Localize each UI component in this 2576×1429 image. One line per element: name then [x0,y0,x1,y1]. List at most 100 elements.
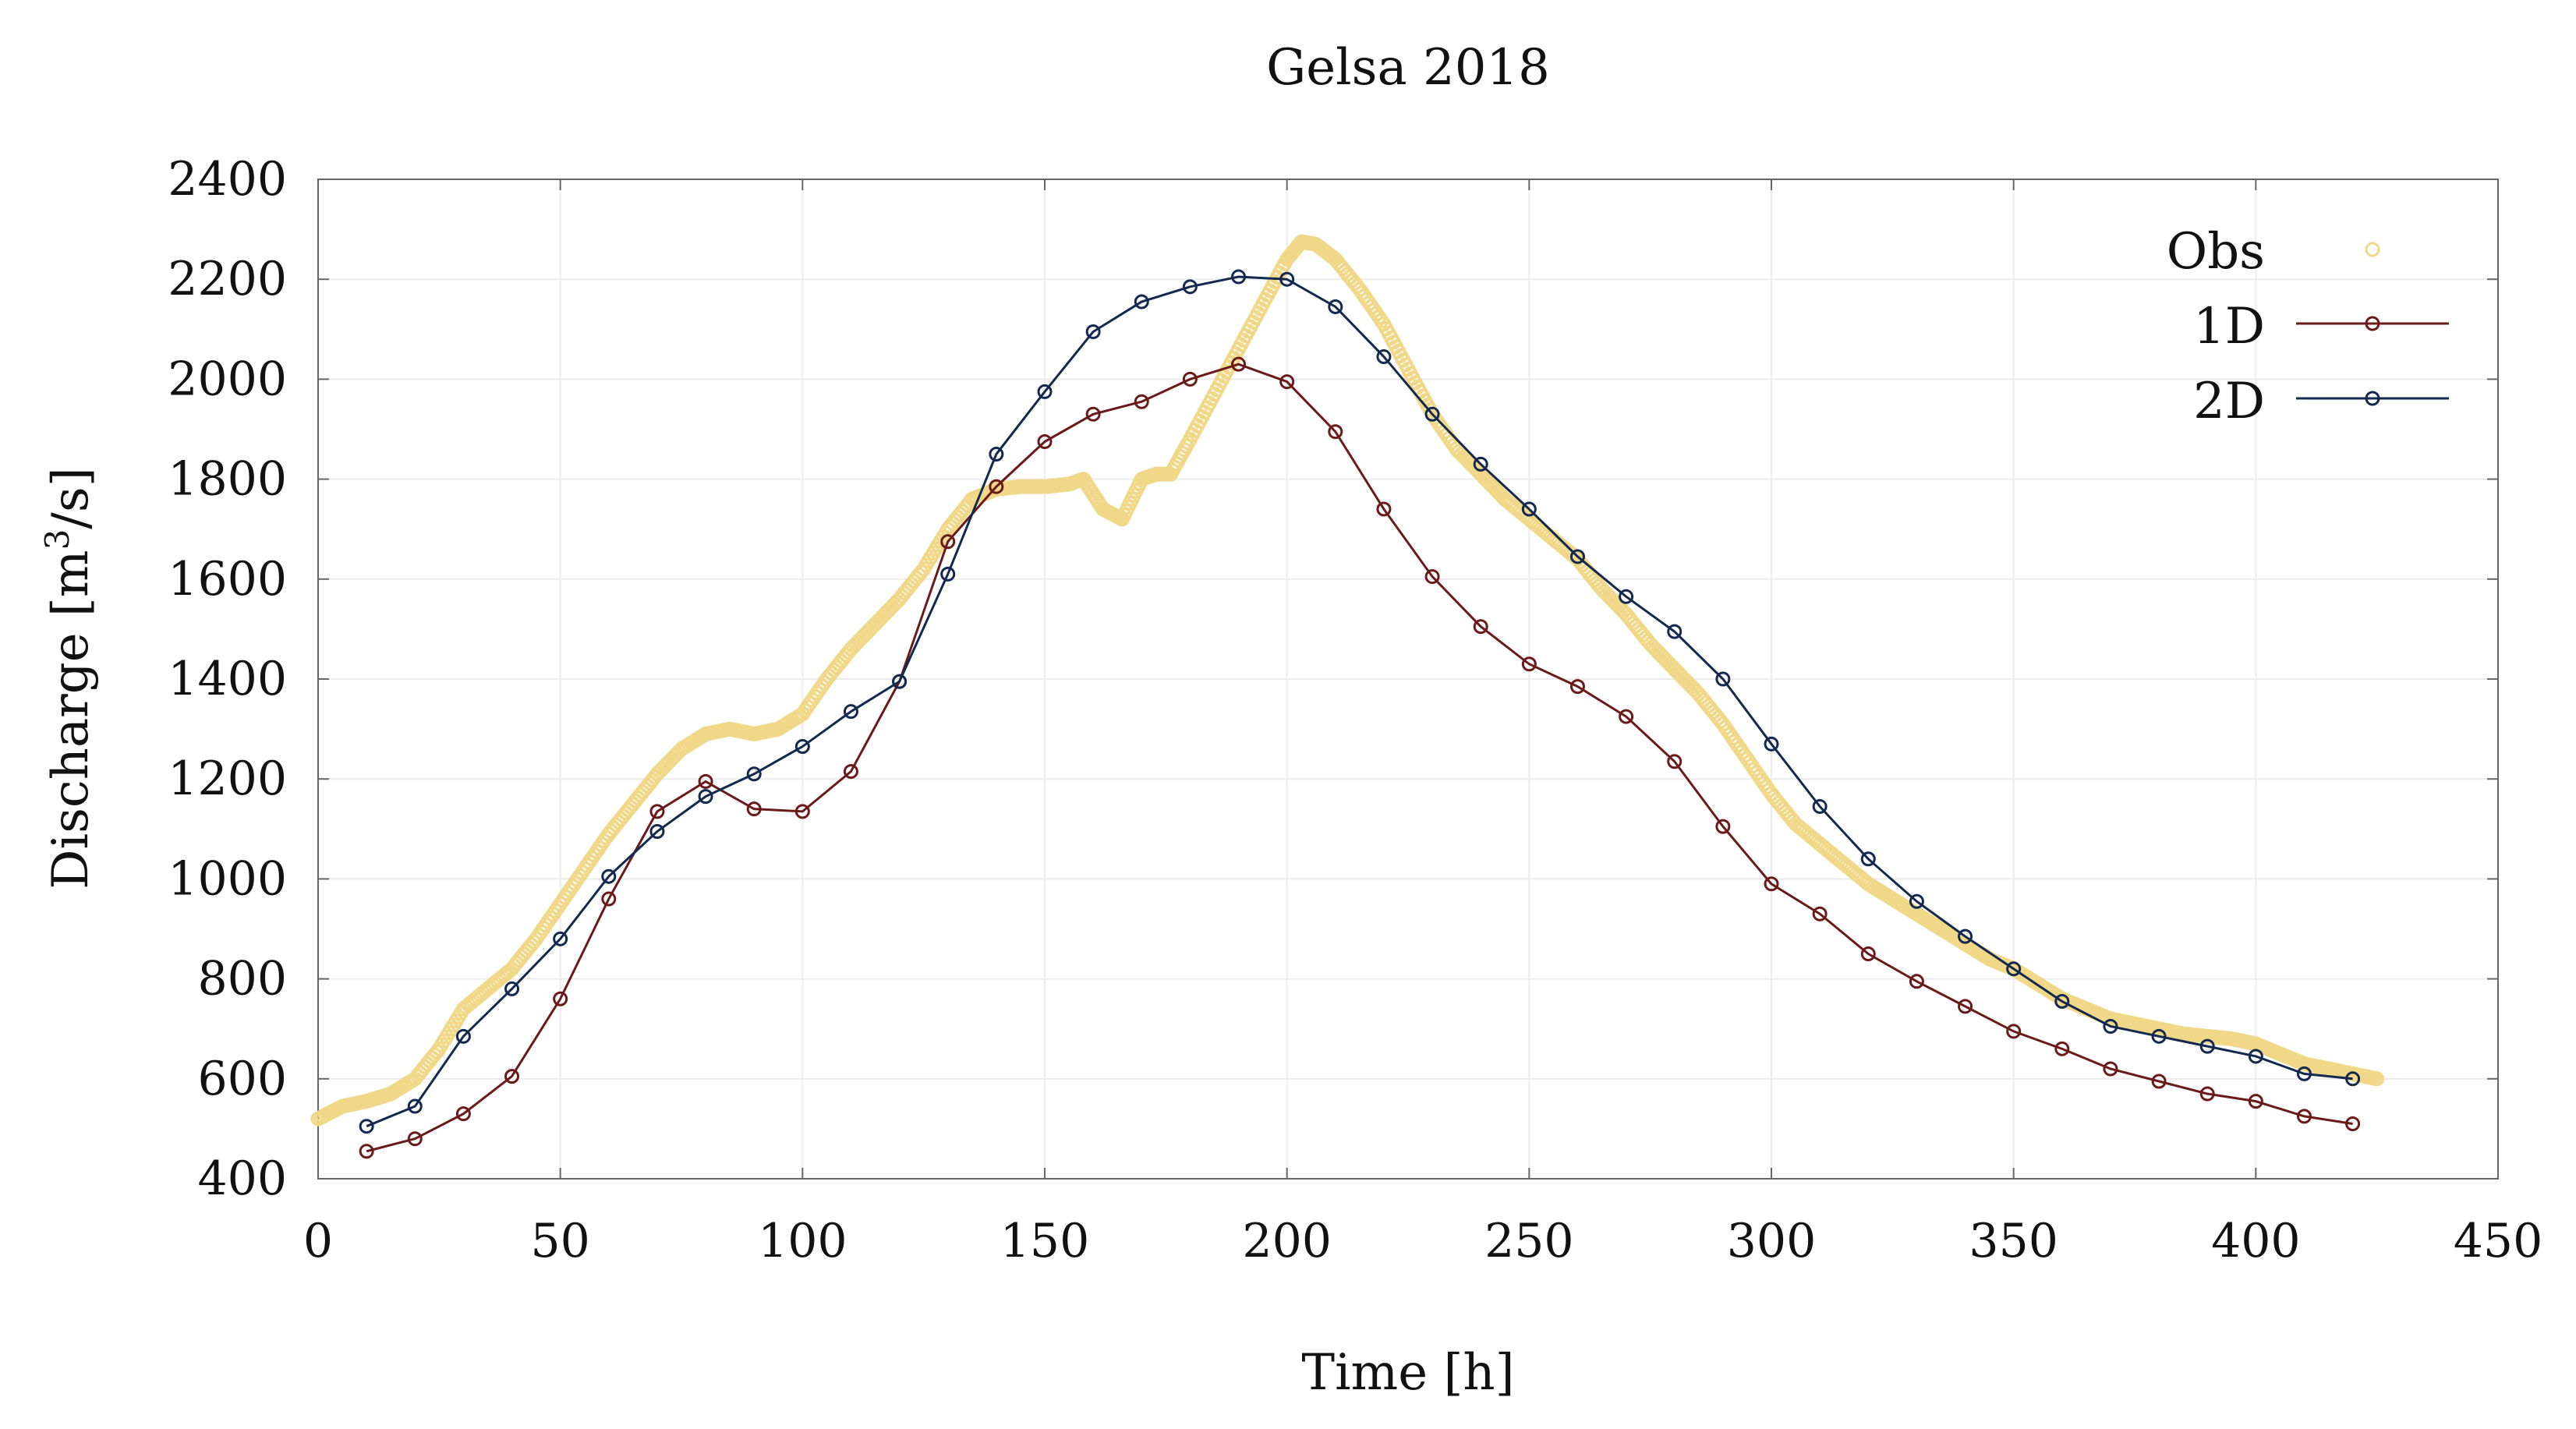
point-1d [1473,619,1488,635]
point-1d [1667,754,1683,769]
point-2d [794,739,810,755]
point-1d [2006,1024,2022,1039]
point-1d [455,1106,471,1122]
point-2d [2248,1049,2263,1064]
y-tick-label: 2400 [168,152,287,207]
point-2d [1231,269,1247,285]
point-1d [843,764,858,780]
y-tick-label: 1200 [168,752,287,806]
point-2d [553,931,568,946]
point-2d [2054,993,2070,1009]
point-1d [1958,999,1973,1014]
point-1d [504,1069,520,1084]
point-1d [1085,406,1101,422]
y-tick-label: 1600 [168,552,287,607]
point-1d [1182,371,1198,387]
point-2d [1715,671,1731,687]
point-1d [553,991,568,1006]
legend-label-2d: 2D [2193,373,2265,430]
point-1d [601,891,617,907]
point-2d [359,1119,374,1134]
point-2d [2345,1071,2361,1087]
series-line-1d [366,363,2353,1153]
point-2d [1182,279,1198,295]
point-1d [1328,424,1343,440]
point-1d [1619,709,1634,724]
point-1d [1521,656,1537,672]
series-layer [310,234,2385,1159]
point-2d [746,766,762,782]
point-2d [989,447,1004,462]
y-tick-label: 600 [197,1052,287,1106]
point-2d [1085,324,1101,340]
point-2d [843,704,858,720]
y-tick-label: 2200 [168,252,287,306]
point-1d [1909,974,1924,989]
x-axis-label: Time [h] [1301,1344,1514,1402]
point-2d [1667,624,1683,639]
axis-ticks: 0 50 100 150 200 250 300 350 400 450 400 600 800 1000… [168,152,2542,1268]
point-2d [455,1028,471,1044]
point-1d [1715,819,1731,834]
point-1d [2345,1116,2361,1131]
point-2d [649,824,665,840]
point-1d [359,1144,374,1159]
point-1d [1860,946,1876,962]
point-1d [698,773,713,789]
point-2d [1328,299,1343,314]
point-2d [1521,501,1537,517]
point-2d [1569,549,1585,564]
point-2d [1279,271,1295,287]
point-2d [1473,456,1488,472]
y-tick-label: 1400 [168,652,287,706]
legend: Obs 1D 2D [2167,223,2449,430]
point-2d [1764,736,1779,752]
x-tick-label: 200 [1242,1214,1332,1268]
legend-label-1d: 1D [2193,298,2265,355]
chart-title: Gelsa 2018 [1266,39,1550,97]
legend-marker-1d [2365,316,2380,331]
point-2d [698,789,713,805]
x-tick-label: 300 [1727,1214,1817,1268]
point-1d [1424,569,1440,585]
point-1d [1231,356,1247,372]
y-tick-label: 800 [197,952,287,1006]
x-tick-label: 150 [1000,1214,1090,1268]
point-1d [1764,876,1779,892]
point-2d [1376,349,1392,365]
y-tick-label: 2000 [168,352,287,406]
x-tick-label: 100 [758,1214,847,1268]
series-2d [359,269,2361,1134]
point-1d [989,479,1004,494]
y-axis-label-prefix: Discharge [m [42,550,100,889]
point-2d [940,566,956,582]
point-1d [2248,1094,2263,1109]
point-1d [794,804,810,819]
point-1d [2103,1061,2118,1077]
y-axis-label-superscript: 3 [38,529,76,550]
point-2d [2006,961,2022,977]
point-1d [1279,374,1295,390]
point-1d [746,801,762,817]
point-1d [1037,434,1053,450]
point-2d [601,868,617,884]
point-2d [2103,1018,2118,1034]
point-1d [2054,1041,2070,1056]
point-2d [2199,1038,2215,1054]
series-1d [359,356,2361,1159]
x-tick-label: 400 [2211,1214,2301,1268]
point-1d [1376,501,1392,517]
y-axis-label-suffix: /s] [42,467,100,529]
point-1d [2199,1086,2215,1102]
point-1d [2296,1109,2312,1124]
point-2d [1037,384,1053,399]
series-line-2d [366,275,2353,1128]
point-2d [504,981,520,996]
point-1d [1134,394,1149,409]
point-1d [2151,1074,2167,1089]
y-tick-label: 1000 [168,851,287,906]
point-2d [1134,294,1149,309]
obs-point [2369,1071,2385,1087]
point-1d [1569,679,1585,695]
